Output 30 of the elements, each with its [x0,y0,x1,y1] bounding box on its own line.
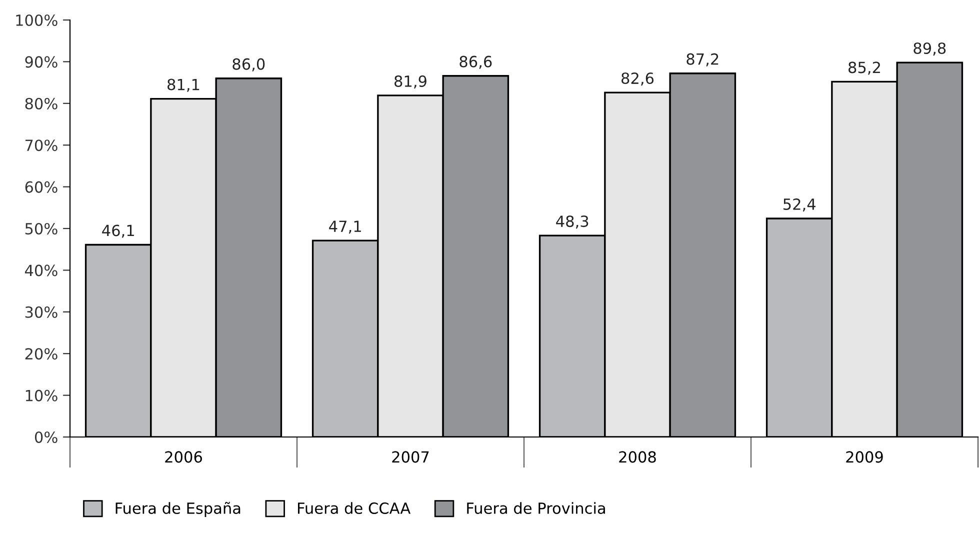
y-tick-label: 40% [24,264,58,276]
data-label: 81,1 [168,78,200,92]
data-label: 86,0 [232,58,265,72]
x-tick-label: 2009 [846,451,883,463]
y-tick-label: 50% [25,222,58,235]
data-label: 48,3 [556,216,588,229]
data-label: 86,6 [460,56,492,69]
y-tick-label: 20% [25,348,58,360]
y-tick-label: 90% [25,56,58,68]
data-label: 85,2 [848,62,880,75]
y-tick-label: 80% [25,98,58,110]
legend-label: Fuera de España [116,502,240,517]
legend-label: Fuera de Provincia [467,502,605,514]
y-tick-label: 100% [16,14,58,26]
legend-label: Fuera de CCAA [298,502,411,514]
y-tick-label: 70% [25,140,58,152]
data-label: 52,4 [784,198,816,212]
y-tick-label: 60% [25,181,58,193]
data-label: 82,6 [622,72,654,86]
x-tick-label: 2008 [619,451,656,463]
data-label: 81,9 [394,75,426,89]
data-label: 47,1 [329,220,361,234]
data-label: 89,8 [914,42,946,56]
y-tick-label: 30% [25,306,58,318]
y-tick-label: 10% [26,390,58,402]
data-label: 87,2 [686,53,718,66]
x-tick-label: 2006 [165,451,202,463]
data-label: 46,1 [102,224,134,238]
y-tick-label: 0% [34,431,58,444]
x-tick-label: 2007 [392,451,429,463]
